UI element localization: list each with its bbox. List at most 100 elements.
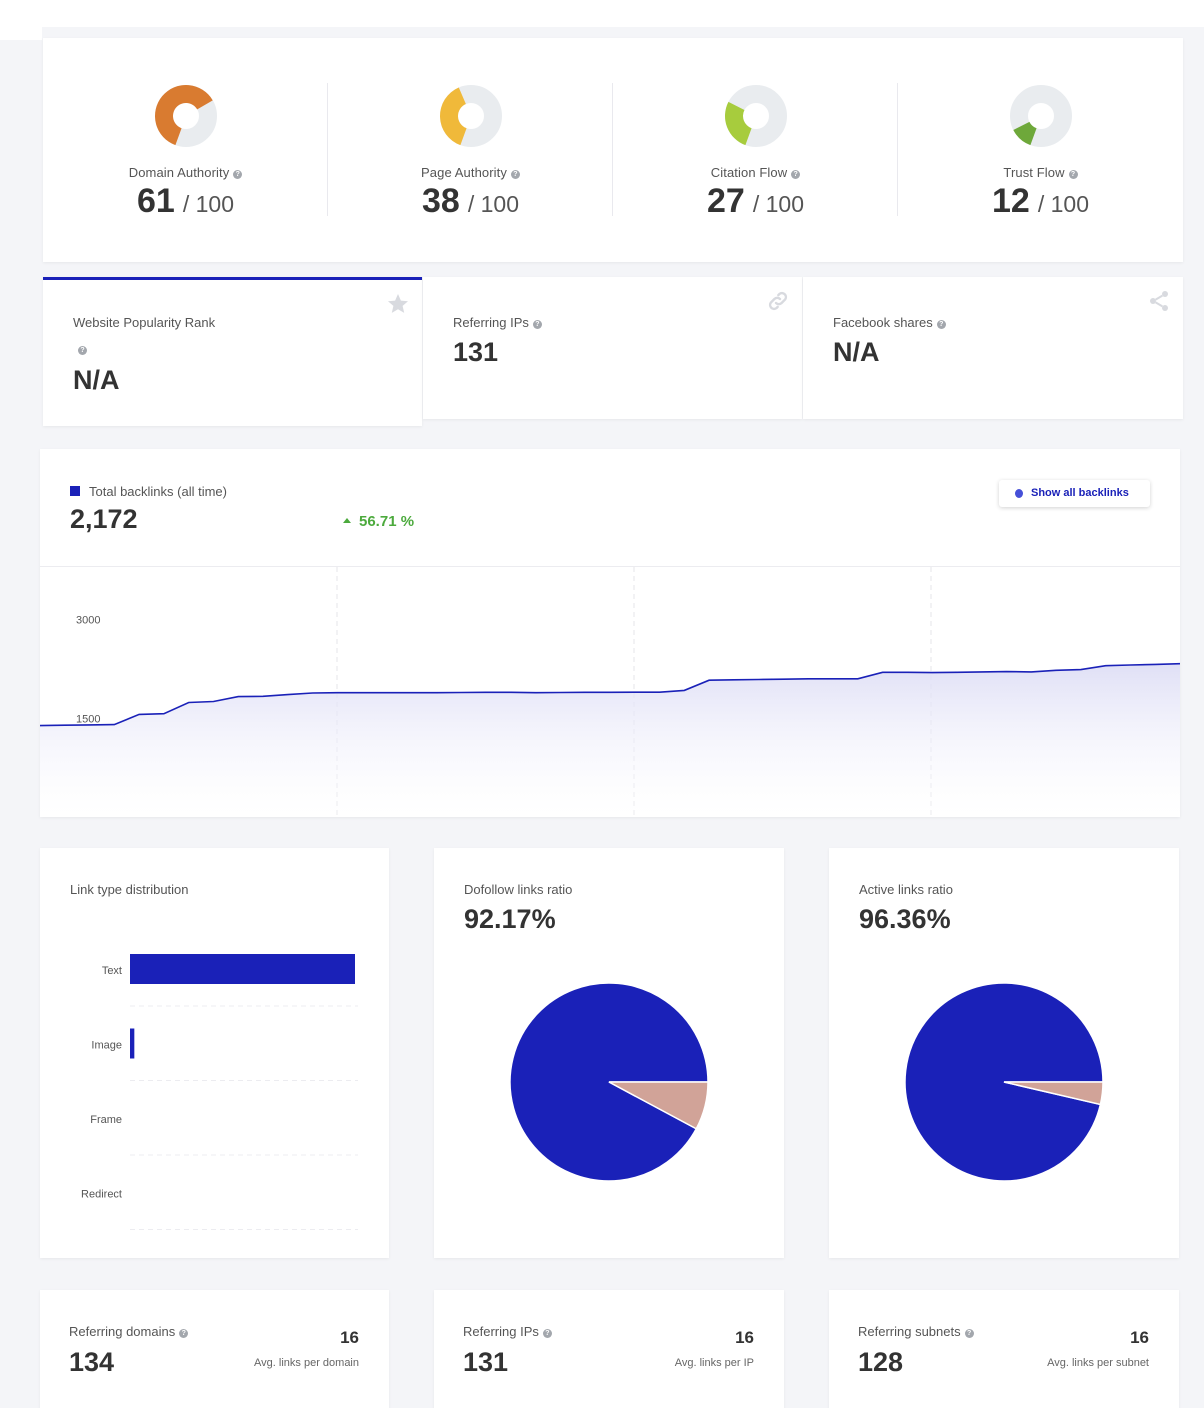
authority-label: Page Authority: [421, 165, 507, 180]
help-icon[interactable]: ?: [510, 170, 520, 179]
backlinks-chart-card: Total backlinks (all time) 2,172 56.71 %…: [40, 449, 1180, 817]
page-authority-gauge: [439, 85, 502, 147]
referring-title: Referring subnets: [858, 1324, 961, 1339]
stat-card-popularity[interactable]: Website Popularity Rank ? N/A: [43, 277, 422, 426]
bar-text: [130, 954, 355, 984]
authority-max: / 100: [752, 191, 804, 217]
avg-links-value: 16: [1130, 1328, 1149, 1347]
help-icon[interactable]: ?: [233, 170, 243, 179]
category-label: Text: [102, 965, 122, 977]
avg-links-label: Avg. links per subnet: [1047, 1357, 1149, 1369]
authority-page: Page Authority? 38 / 100: [328, 83, 613, 220]
authority-score: 38: [422, 182, 460, 220]
series-line: [40, 662, 1180, 727]
help-icon[interactable]: ?: [964, 1329, 974, 1338]
help-icon[interactable]: ?: [179, 1329, 189, 1338]
stat-title: Referring IPs: [453, 315, 529, 330]
referring-title: Referring IPs: [463, 1324, 539, 1339]
avg-links-label: Avg. links per IP: [674, 1357, 754, 1369]
category-label: Frame: [90, 1114, 122, 1126]
show-all-backlinks-button[interactable]: Show all backlinks: [999, 480, 1150, 507]
stat-value: 131: [453, 337, 499, 367]
domain-authority-gauge: [154, 84, 217, 147]
dofollow-card: Dofollow links ratio 92.17%: [434, 848, 784, 1258]
help-icon[interactable]: ?: [542, 1329, 552, 1338]
stat-title: Website Popularity Rank: [73, 315, 216, 330]
trend-up-icon: [343, 518, 351, 523]
authority-score: 12: [992, 182, 1030, 220]
referring-title: Referring domains: [69, 1324, 176, 1339]
authority-score: 61: [137, 182, 175, 220]
authority-label: Domain Authority: [128, 165, 230, 180]
dofollow-title: Dofollow links ratio: [464, 882, 573, 897]
help-icon[interactable]: ?: [532, 320, 542, 329]
backlinks-title: Total backlinks (all time): [89, 484, 227, 499]
gauge-fill: [439, 87, 467, 146]
category-label: Image: [91, 1040, 122, 1052]
avg-links-label: Avg. links per domain: [254, 1357, 359, 1369]
category-label: Redirect: [81, 1189, 122, 1201]
link-icon: [768, 291, 788, 311]
gauge-track: [1009, 85, 1072, 147]
referring-value: 131: [463, 1347, 509, 1377]
active-value: 96.36%: [859, 904, 951, 934]
gauge-fill: [154, 84, 213, 146]
help-icon[interactable]: ?: [1068, 170, 1078, 179]
help-icon[interactable]: ?: [791, 170, 801, 179]
backlinks-total: 2,172: [70, 504, 138, 534]
pie-slice-nofollow: [608, 1081, 709, 1130]
avg-links-value: 16: [735, 1328, 754, 1347]
dot-icon: [1015, 489, 1023, 498]
backlinks-area-chart: 3000 1500: [40, 567, 1180, 817]
referring-value: 128: [858, 1347, 904, 1377]
citation-flow-gauge: [724, 85, 787, 147]
authority-max: / 100: [182, 191, 234, 217]
bar-image: [130, 1028, 135, 1059]
stat-card-referring-ips[interactable]: Referring IPs? 131: [423, 277, 802, 419]
divider: [40, 566, 1180, 567]
divider: [327, 83, 328, 216]
authority-max: / 100: [1037, 191, 1089, 217]
link-type-title: Link type distribution: [70, 882, 189, 897]
divider: [897, 83, 898, 216]
authority-label: Citation Flow: [710, 165, 788, 180]
active-card: Active links ratio 96.36%: [829, 848, 1179, 1258]
y-tick-label: 3000: [76, 615, 100, 627]
gauge-fill: [724, 101, 752, 146]
active-title: Active links ratio: [859, 882, 953, 897]
authority-score: 27: [707, 182, 745, 220]
authority-panel: Domain Authority? 61 / 100 Page Authority…: [43, 38, 1183, 262]
backlinks-change-value: 56.71 %: [359, 513, 415, 530]
stat-value: N/A: [833, 337, 880, 367]
help-icon[interactable]: ?: [936, 320, 946, 329]
authority-label: Trust Flow: [1003, 165, 1065, 180]
trust-flow-gauge: [1009, 85, 1072, 147]
referring-subnets-card: Referring subnets? 128 16 Avg. links per…: [829, 1290, 1179, 1408]
help-icon[interactable]: ?: [78, 346, 87, 355]
referring-value: 134: [69, 1347, 115, 1377]
divider: [612, 83, 613, 216]
referring-domains-card: Referring domains? 134 16 Avg. links per…: [40, 1290, 389, 1408]
share-icon: [1150, 291, 1168, 311]
area-fill: [40, 663, 1180, 817]
dofollow-pie-chart: [509, 982, 709, 1182]
authority-trust-flow: Trust Flow? 12 / 100: [898, 83, 1183, 220]
stat-title: Facebook shares: [833, 315, 933, 330]
pie-slice-inactive: [1003, 1081, 1104, 1106]
referring-ips-card: Referring IPs? 131 16 Avg. links per IP: [434, 1290, 784, 1408]
link-type-card: Link type distribution Text Image Frame Red…: [40, 848, 389, 1258]
y-tick-label: 1500: [76, 713, 100, 725]
authority-citation-flow: Citation Flow? 27 / 100: [613, 83, 898, 220]
backlinks-change: 56.71 %: [343, 513, 414, 530]
authority-max: / 100: [467, 191, 519, 217]
authority-domain: Domain Authority? 61 / 100: [43, 83, 328, 220]
active-pie-chart: [904, 982, 1104, 1182]
stat-card-facebook-shares[interactable]: Facebook shares? N/A: [803, 277, 1183, 419]
stat-value: N/A: [73, 365, 120, 395]
link-type-bar-chart: Text Image Frame Redirect: [81, 954, 358, 1230]
legend-swatch: [70, 486, 80, 496]
show-all-backlinks-label: Show all backlinks: [1031, 487, 1129, 499]
star-icon: [388, 294, 408, 313]
dofollow-value: 92.17%: [464, 904, 556, 934]
gauge-fill: [1012, 121, 1037, 146]
